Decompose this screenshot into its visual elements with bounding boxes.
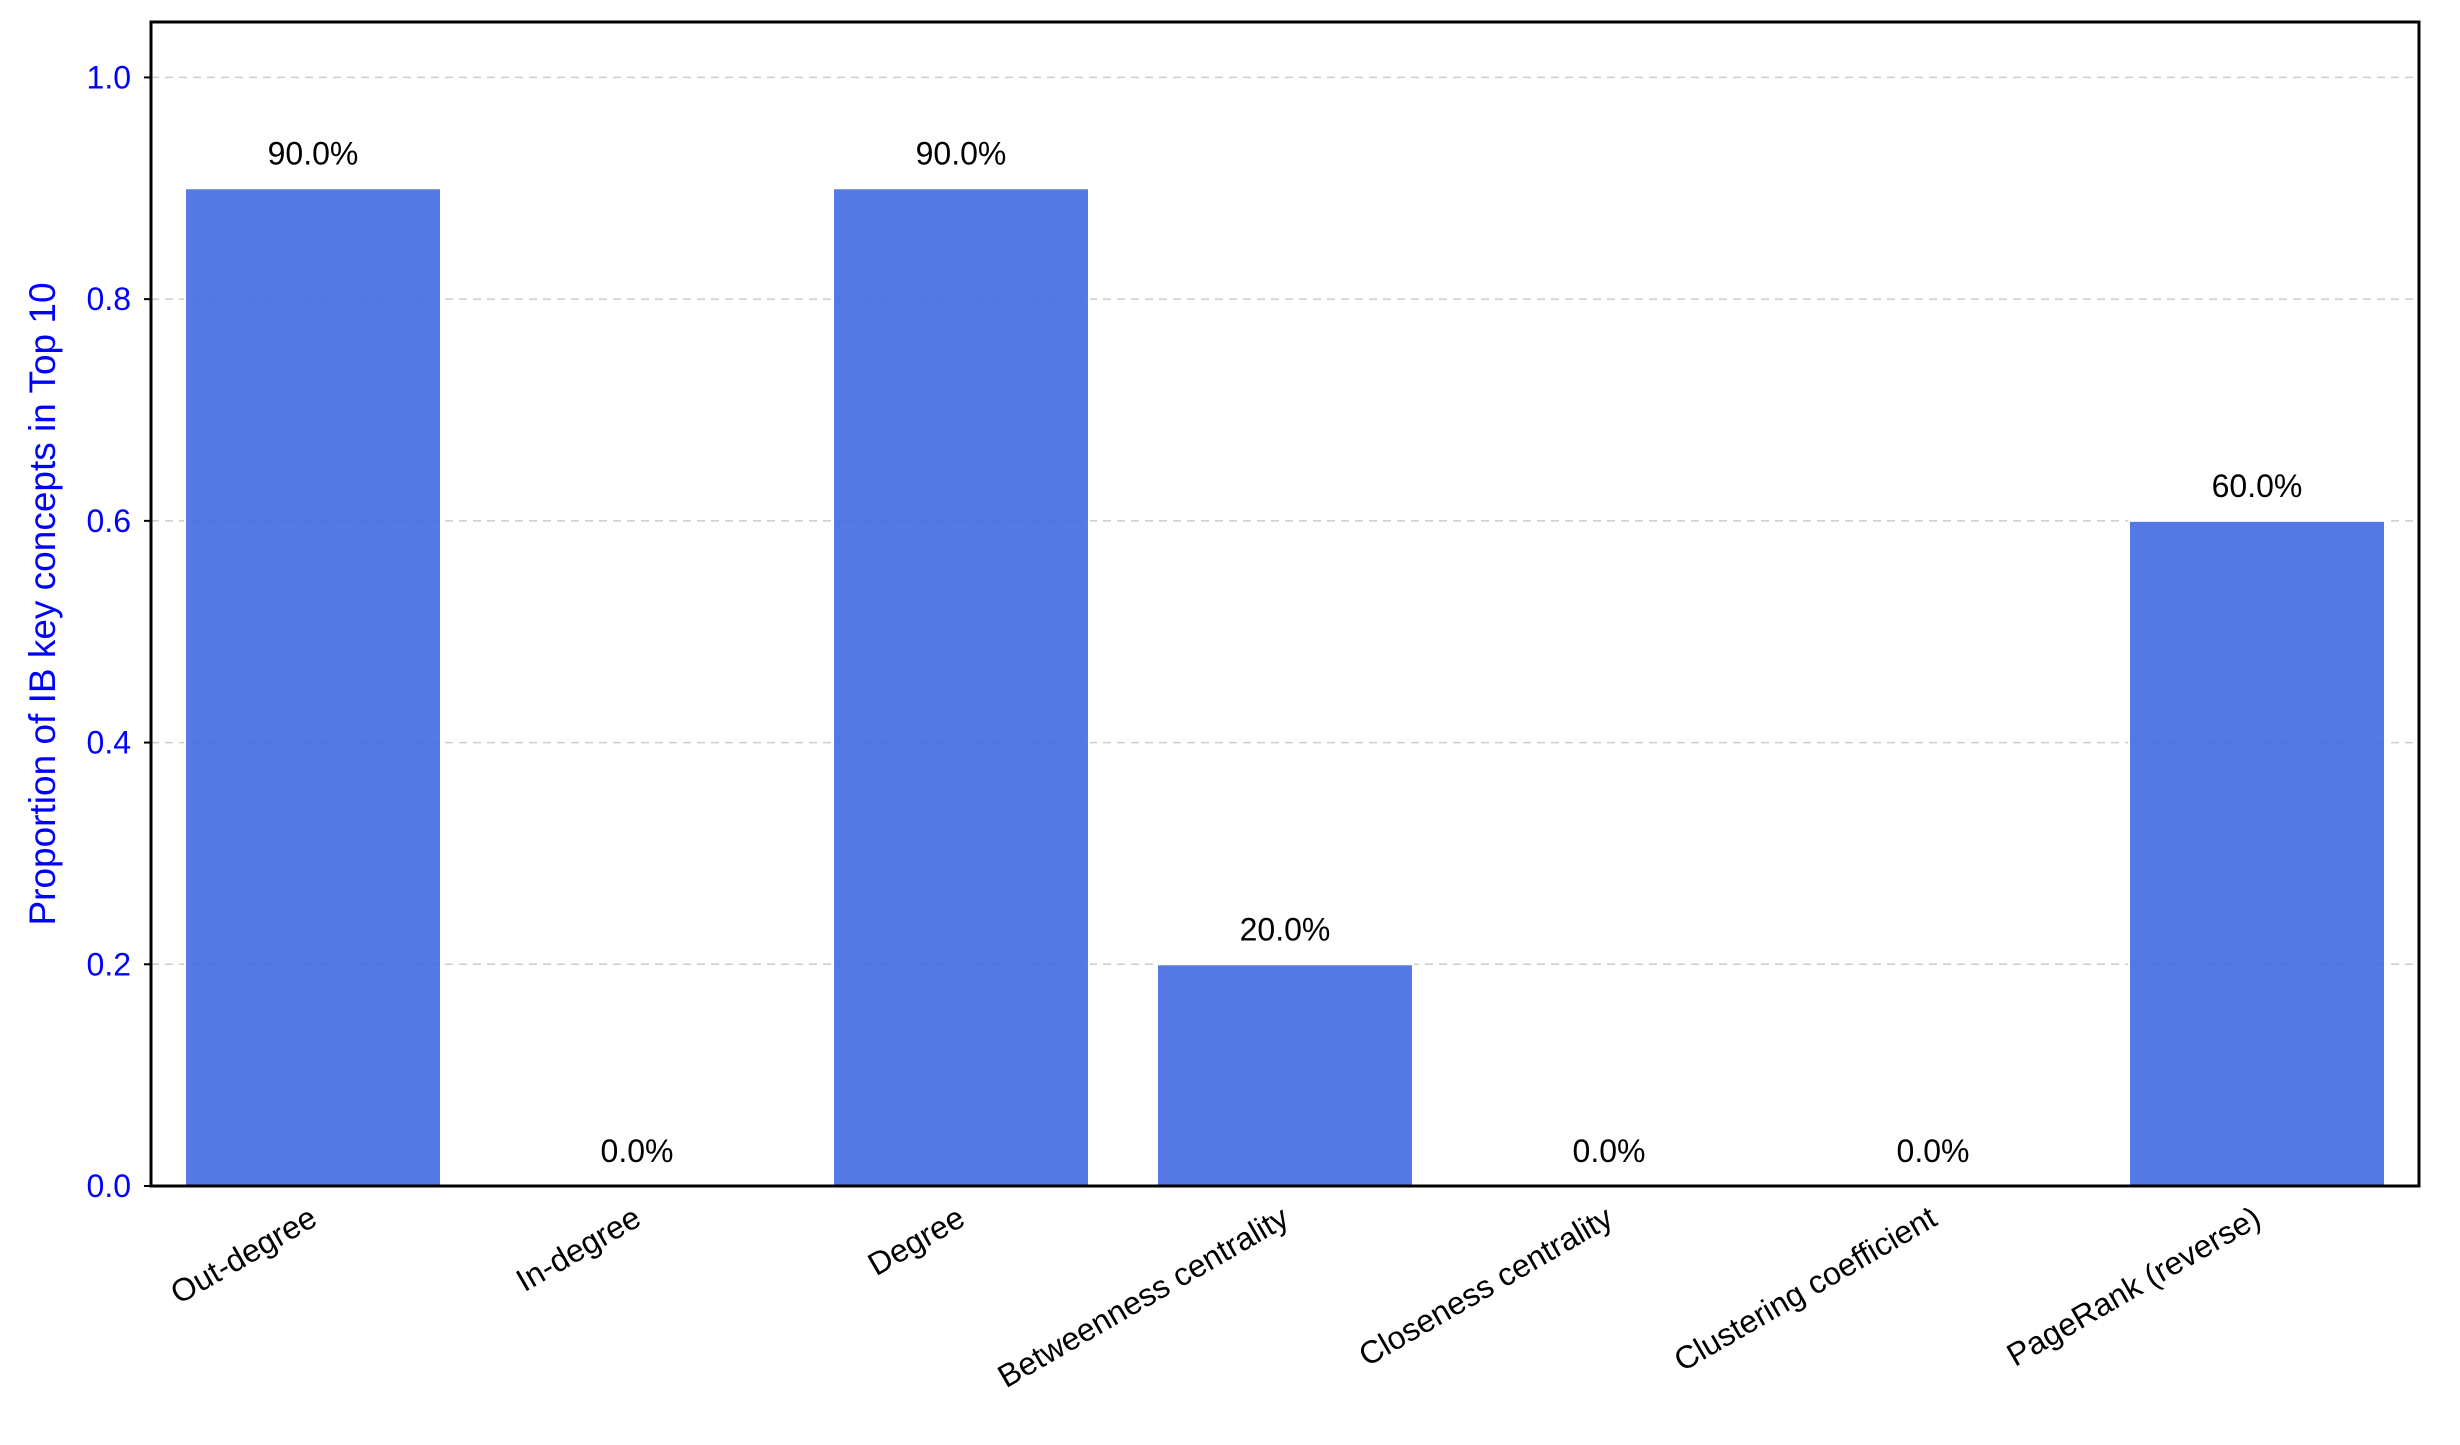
x-tick-label: Out-degree [164,1199,322,1311]
data-label: 0.0% [601,1133,674,1169]
bar-degree [832,187,1090,1188]
bar-layer [184,187,2386,1188]
data-label: 60.0% [2212,468,2303,504]
data-labels: 90.0% 0.0% 90.0% 20.0% 0.0% 0.0% 60.0% [268,135,2303,1169]
bar-out-degree [184,187,442,1188]
x-tick-label: Betweenness centrality [992,1199,1295,1395]
y-tick-label: 0.6 [87,503,131,539]
x-tick-label: Closeness centrality [1353,1199,1619,1373]
grid-layer [151,76,2419,966]
y-tick-label: 0.0 [87,1168,131,1204]
data-label: 90.0% [268,135,359,171]
y-tick-label: 1.0 [87,59,131,95]
y-tick-label: 0.8 [87,281,131,317]
data-label: 0.0% [1897,1133,1970,1169]
bar-betweenness-centrality [1156,963,1414,1187]
x-tick-label: Clustering coefficient [1668,1199,1943,1378]
plot-frame [149,20,2421,1188]
data-label: 0.0% [1573,1133,1646,1169]
y-axis-ticks: 0.0 0.2 0.4 0.6 0.8 1.0 [87,59,151,1204]
y-tick-label: 0.4 [87,725,131,761]
bar-pagerank-reverse [2128,519,2386,1187]
y-tick-label: 0.2 [87,946,131,982]
x-axis-ticks: Out-degree In-degree Degree Betweenness cen… [164,1199,2266,1395]
x-tick-label: PageRank (reverse) [2001,1199,2267,1373]
y-axis-title: Proportion of IB key concepts in Top 10 [22,282,63,925]
x-tick-label: In-degree [510,1199,647,1299]
data-label: 20.0% [1240,911,1331,947]
data-label: 90.0% [916,135,1007,171]
x-tick-label: Degree [862,1199,971,1283]
